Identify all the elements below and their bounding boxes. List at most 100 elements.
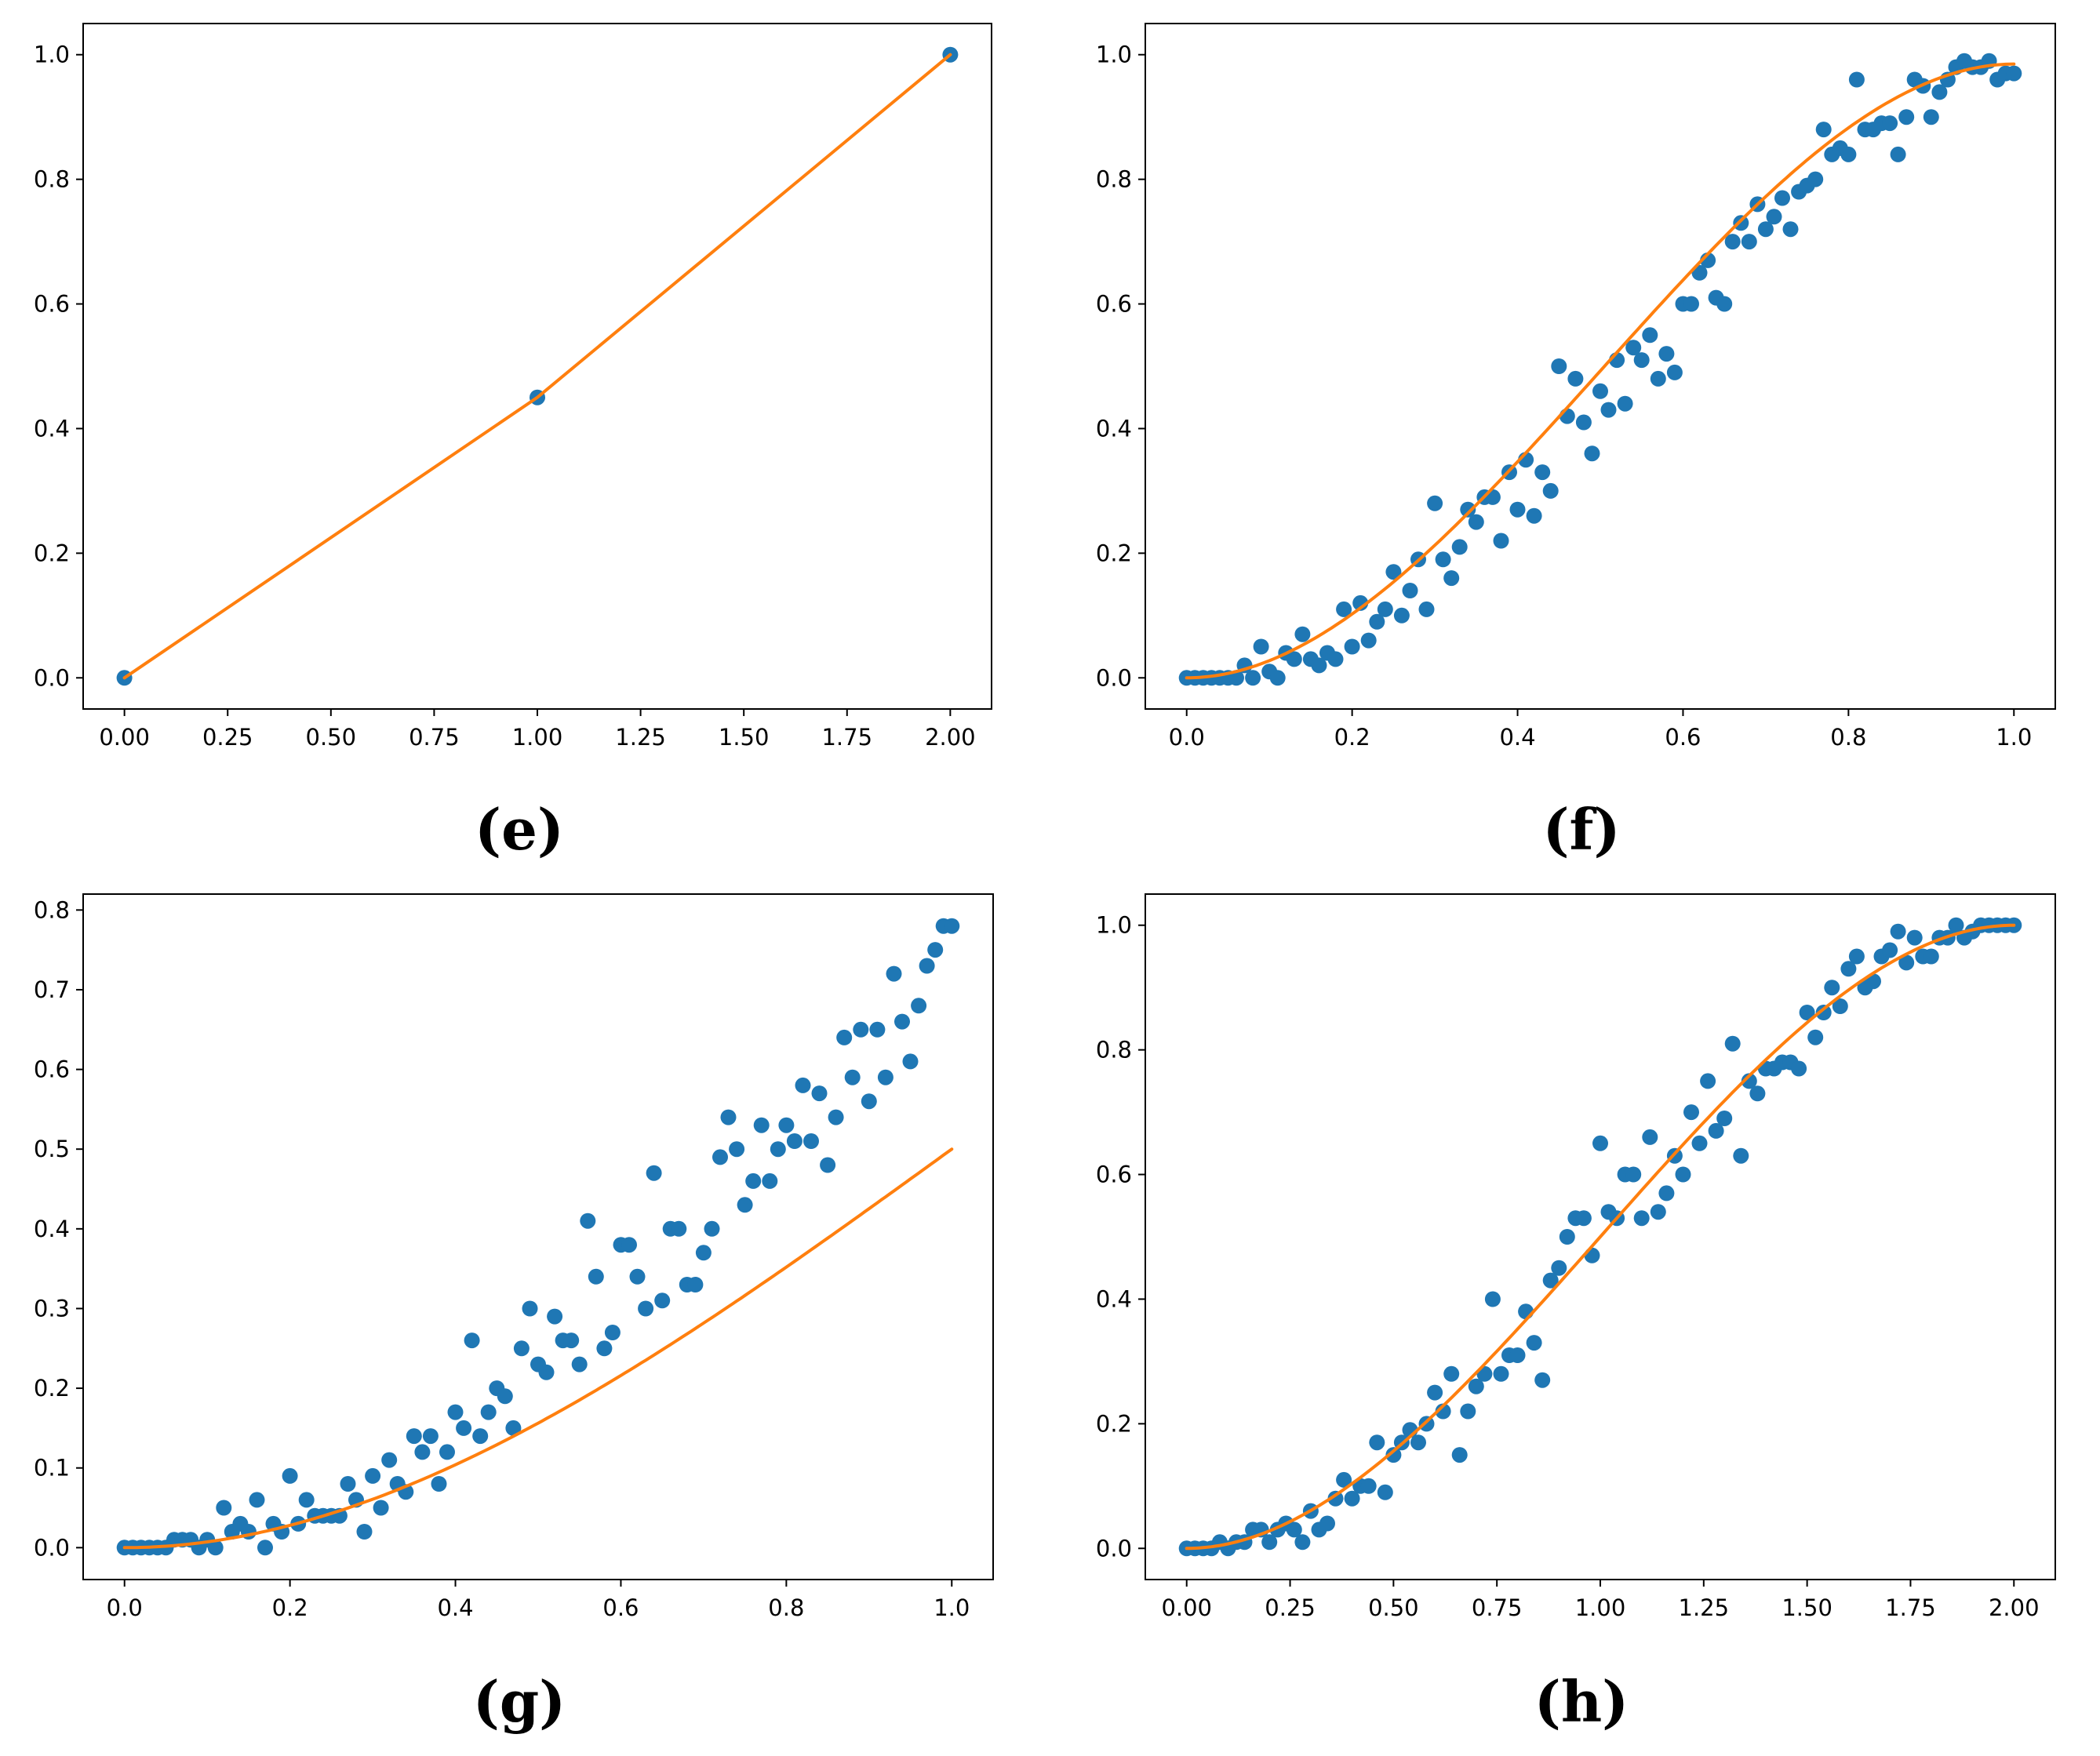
chart-h-xtick-label: 2.00	[1989, 1594, 2040, 1621]
chart-f-marks	[1178, 53, 2022, 686]
chart-e-xtick-label: 1.00	[512, 724, 563, 751]
chart-f-point	[1460, 501, 1476, 518]
chart-h-point	[1286, 1522, 1302, 1538]
chart-f-point	[1766, 209, 1782, 225]
chart-g-point	[646, 1165, 662, 1181]
chart-h-point	[1948, 917, 1964, 933]
chart-g-point	[580, 1212, 596, 1229]
chart-f-point	[1336, 601, 1352, 617]
chart-g-ytick-label: 0.2	[34, 1375, 70, 1402]
chart-f-ytick-label: 0.4	[1096, 415, 1132, 442]
chart-h-point	[1633, 1210, 1650, 1227]
chart-f-point	[1600, 402, 1617, 418]
chart-g-point	[745, 1172, 762, 1189]
chart-f-point	[1815, 122, 1832, 138]
chart-f-point	[1286, 651, 1302, 667]
chart-g-point	[522, 1300, 538, 1317]
chart-f-point	[1683, 296, 1699, 312]
chart-h-point	[1815, 1005, 1832, 1020]
chart-f-point	[1733, 215, 1749, 231]
chart-f-point	[1377, 601, 1393, 617]
chart-f-point	[1559, 408, 1575, 424]
chart-h-point	[1807, 1029, 1824, 1045]
chart-g-point	[356, 1524, 373, 1540]
chart-h-point	[1294, 1534, 1311, 1551]
chart-g-point	[836, 1029, 853, 1045]
chart-f-caption: (f)	[1542, 796, 1620, 863]
chart-g-point	[919, 958, 935, 974]
chart-h-point	[1923, 948, 1939, 965]
chart-f-point	[1807, 171, 1824, 187]
chart-f-point	[1774, 190, 1790, 206]
chart-g-point	[480, 1404, 497, 1420]
chart-g-point	[621, 1237, 637, 1253]
chart-h-point	[1691, 1135, 1708, 1151]
chart-g-point	[853, 1021, 869, 1038]
chart-h-point	[1716, 1111, 1733, 1126]
chart-f-point	[1757, 221, 1774, 238]
chart-g-xtick-label: 0.0	[107, 1594, 143, 1621]
chart-h-point	[1435, 1403, 1451, 1420]
chart-h-point	[1906, 929, 1923, 946]
chart-g-point	[373, 1500, 389, 1516]
chart-f-point	[1245, 670, 1261, 686]
chart-h-point	[1675, 1166, 1691, 1183]
chart-h-xtick-label: 0.75	[1472, 1594, 1523, 1621]
chart-h-point	[1724, 1035, 1741, 1052]
chart-g-point	[571, 1356, 588, 1372]
chart-f-point	[1741, 234, 1757, 250]
chart-e-ticks: 0.00 0.25 0.50 0.75 1.00 1.25 1.50 1.75 2.00 0.0 0…	[34, 42, 976, 751]
chart-h-point	[1658, 1185, 1675, 1202]
chart-g-point	[282, 1467, 298, 1484]
chart-h-point	[1890, 923, 1906, 940]
chart-f-point	[1435, 551, 1451, 568]
chart-h-point	[1733, 1147, 1749, 1164]
chart-f-point	[1931, 84, 1948, 100]
chart-g-point	[927, 942, 944, 958]
chart-g-point	[547, 1308, 563, 1325]
chart-f-ticks: 0.0 0.2 0.4 0.6 0.8 1.0 0.0 0.2 0.4 0.6 0.8 1.0	[1096, 42, 2032, 751]
chart-h-point	[1443, 1365, 1460, 1382]
chart-f-ytick-label: 0.6	[1096, 291, 1132, 318]
chart-g-point	[406, 1428, 422, 1445]
chart-g-point	[340, 1476, 356, 1492]
chart-h-point	[1385, 1447, 1402, 1463]
chart-e-ytick-label: 0.8	[34, 166, 70, 193]
chart-f-xtick-label: 0.6	[1665, 724, 1701, 751]
chart-h-point	[1592, 1135, 1608, 1151]
chart-g-point	[671, 1220, 687, 1237]
chart-g-caption: (g)	[473, 1668, 566, 1735]
chart-e-ytick-label: 0.6	[34, 291, 70, 318]
chart-f-point	[1716, 296, 1733, 312]
chart-f-point	[1253, 638, 1269, 655]
chart-g-point	[753, 1117, 770, 1133]
chart-f-frame	[1145, 23, 2056, 710]
chart-g-point	[604, 1325, 621, 1340]
chart-g-point	[497, 1388, 513, 1405]
chart-h-point	[1493, 1365, 1509, 1382]
chart-f-point	[1575, 414, 1592, 431]
chart-h-point	[1642, 1129, 1658, 1145]
chart-e-ytick-label: 0.2	[34, 540, 70, 566]
chart-h: 0.00 0.25 0.50 0.75 1.00 1.25 1.50 1.75 2.00 0.0 0…	[1096, 893, 2056, 1735]
chart-g-xtick-label: 0.8	[768, 1594, 804, 1621]
chart-f-point	[1327, 651, 1344, 667]
chart-g-xtick-label: 0.6	[602, 1594, 639, 1621]
chart-f-point	[1294, 626, 1311, 642]
chart-h-point	[1848, 948, 1865, 965]
chart-g-point	[795, 1077, 811, 1093]
chart-h-point	[1468, 1378, 1484, 1394]
chart-g-point	[216, 1500, 232, 1516]
chart-g-point	[638, 1300, 654, 1317]
chart-h-point	[1369, 1434, 1385, 1451]
chart-g-point	[861, 1093, 877, 1110]
chart-h-point	[1451, 1447, 1468, 1463]
chart-h-point	[1898, 954, 1915, 971]
chart-h-point	[1518, 1303, 1534, 1320]
chart-e-fit-line	[122, 53, 952, 680]
chart-e-xtick-label: 1.75	[821, 724, 872, 751]
chart-g-point	[257, 1540, 273, 1556]
chart-f-point	[1534, 464, 1551, 481]
chart-f-ytick-label: 0.8	[1096, 166, 1132, 193]
chart-g-point	[381, 1452, 398, 1468]
